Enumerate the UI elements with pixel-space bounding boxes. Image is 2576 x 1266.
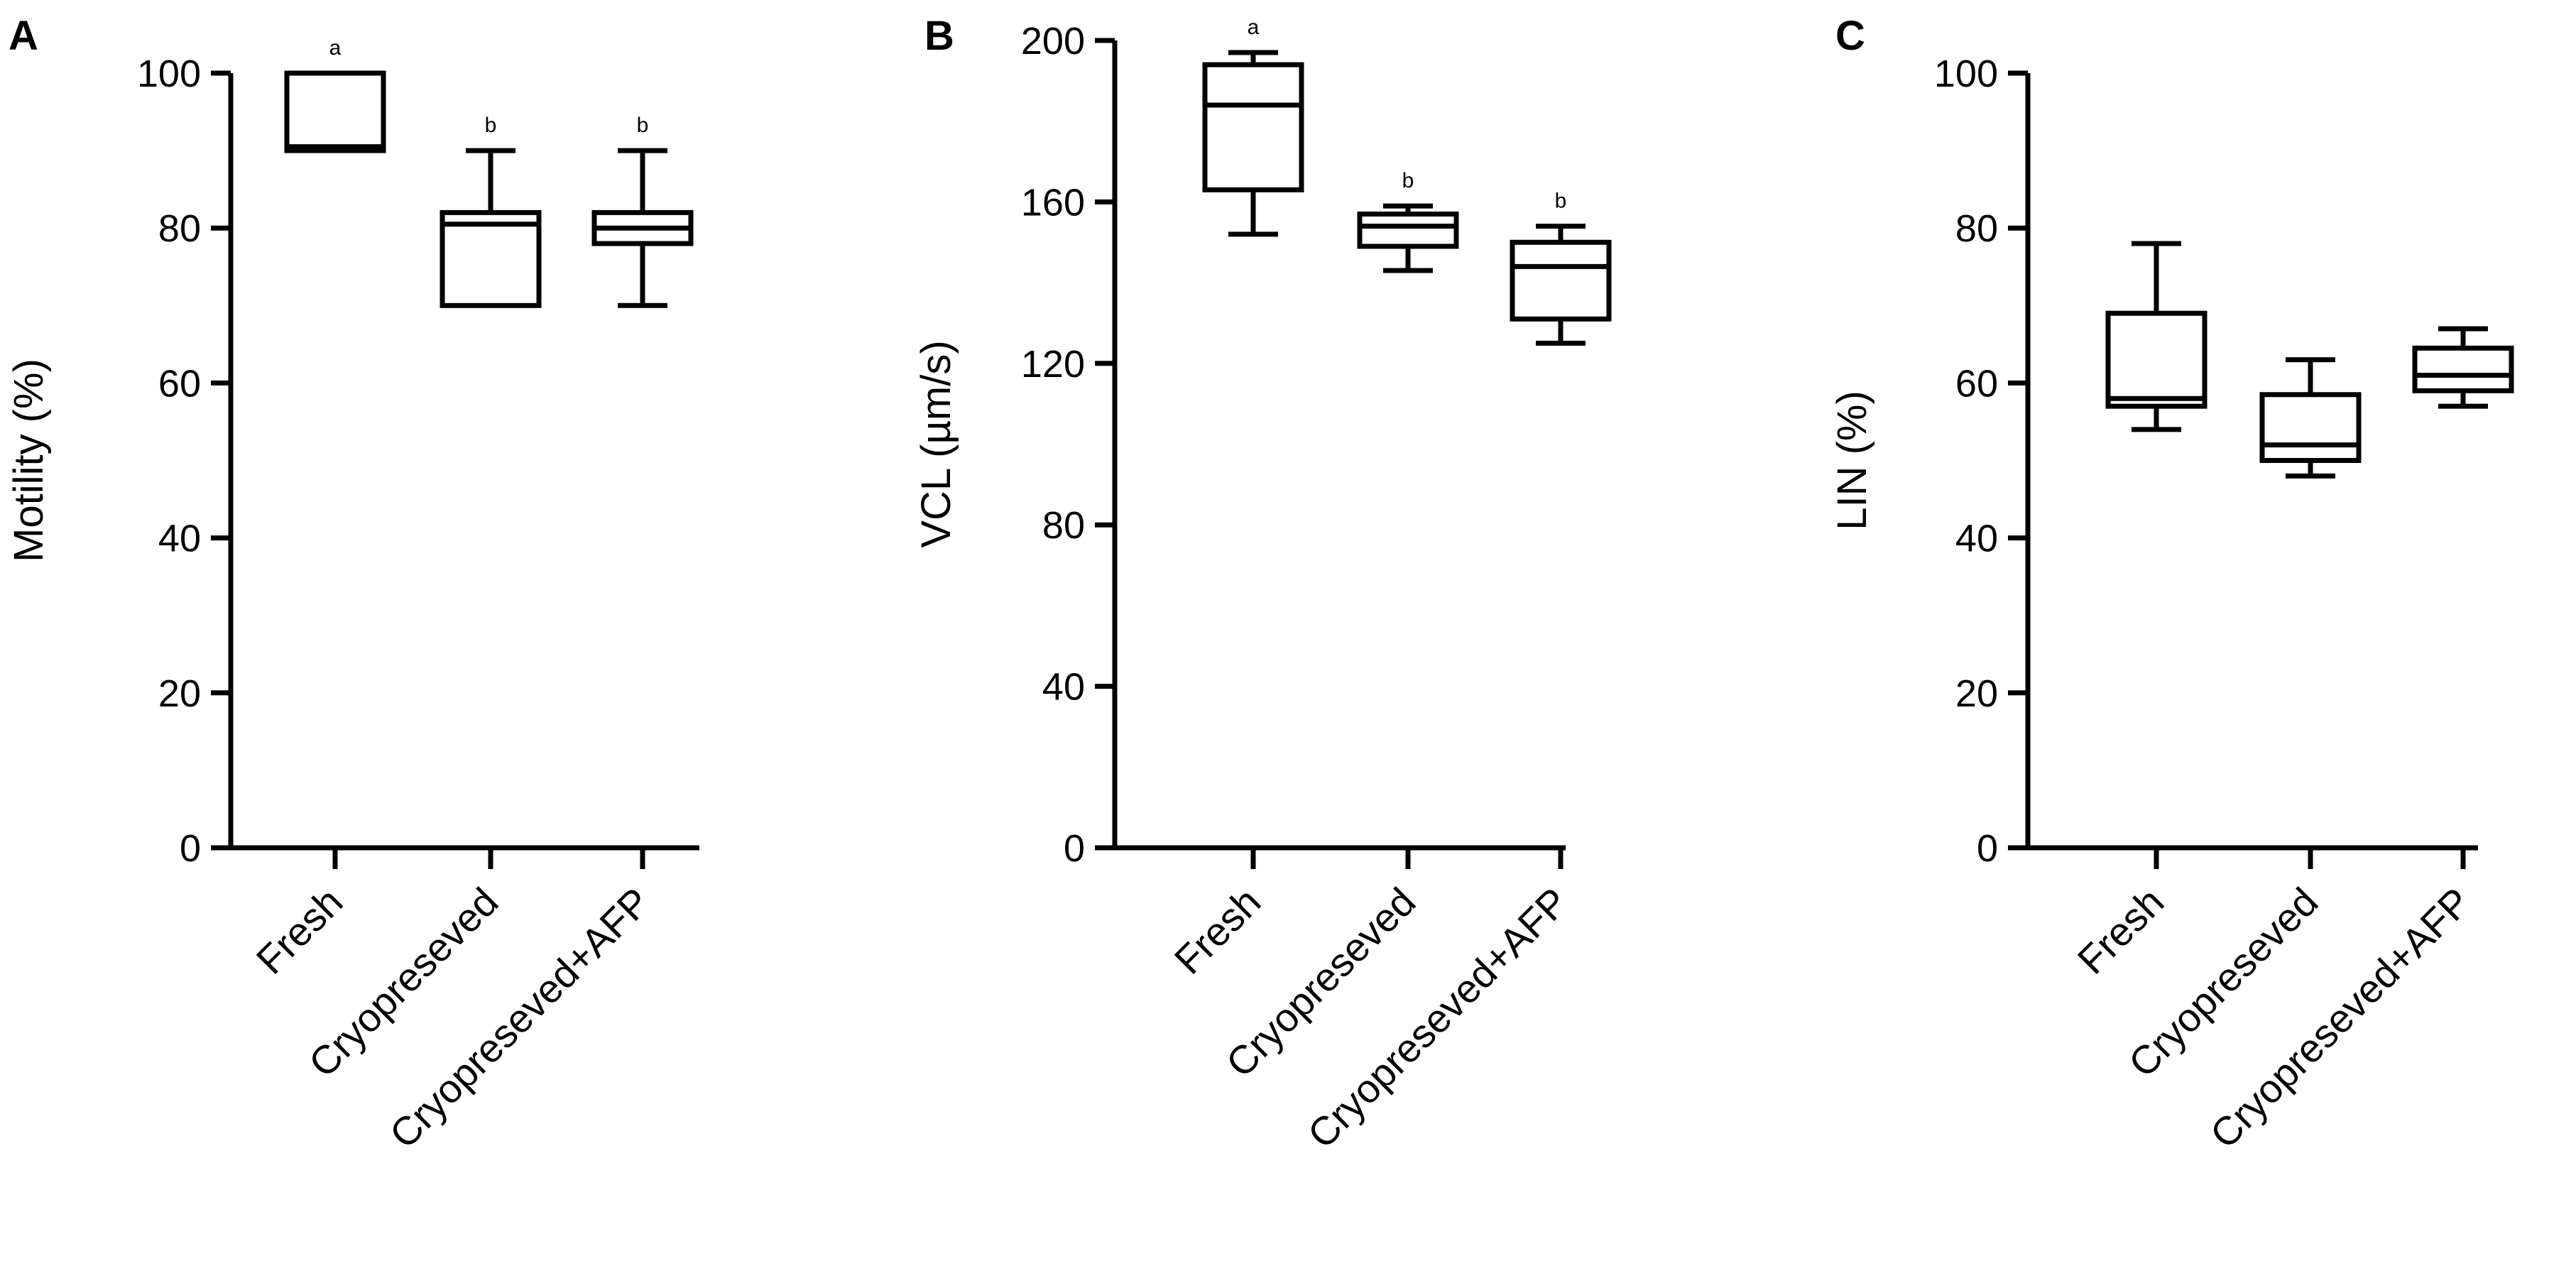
y-tick-label: 0 xyxy=(1977,827,1998,870)
significance-letter: b xyxy=(1402,169,1414,192)
y-tick-label: 20 xyxy=(158,672,201,715)
box-cryopreseved-afp xyxy=(2412,345,2514,393)
y-tick-label: 200 xyxy=(1021,20,1085,62)
y-tick-label: 40 xyxy=(1955,518,1998,560)
panel-letter: B xyxy=(924,13,954,59)
y-tick-label: 100 xyxy=(137,53,201,95)
category-label-cryopreseved-afp: Cryopreseved+AFP xyxy=(381,879,658,1157)
category-label-cryopreseved-afp: Cryopreseved+AFP xyxy=(1299,879,1576,1157)
y-tick-label: 120 xyxy=(1021,343,1085,386)
y-tick-label: 60 xyxy=(158,362,201,405)
category-label-fresh: Fresh xyxy=(248,879,351,983)
y-tick-label: 80 xyxy=(1042,504,1085,547)
y-axis-title: Motility (%) xyxy=(6,359,52,562)
significance-letter: a xyxy=(329,36,342,60)
y-tick-label: 100 xyxy=(1934,53,1998,95)
box-cryopreseved xyxy=(2259,392,2362,464)
y-axis-title: LIN (%) xyxy=(1829,391,1875,530)
significance-letter: a xyxy=(1248,16,1260,39)
box-cryopreseved xyxy=(440,209,542,308)
box-cryopreseved-afp xyxy=(1510,239,1612,322)
panel-letter: C xyxy=(1835,13,1865,59)
y-tick-label: 80 xyxy=(1955,207,1998,250)
panel-motility: A 0 20 40 60 80 100 Motility (%) Fresh a Cryoprese… xyxy=(6,13,699,1157)
y-tick-label: 0 xyxy=(180,827,201,870)
significance-letter: b xyxy=(485,114,497,137)
y-tick-label: 80 xyxy=(158,207,201,250)
y-tick-label: 40 xyxy=(158,518,201,560)
category-label-fresh: Fresh xyxy=(2069,879,2173,983)
y-tick-label: 20 xyxy=(1955,672,1998,715)
category-label-cryopreseved-afp: Cryopreseved+AFP xyxy=(2201,879,2479,1157)
box-cryopreseved xyxy=(1357,211,1459,249)
box-fresh xyxy=(2105,310,2207,409)
box-fresh xyxy=(284,70,386,153)
y-axis-title: VCL (µm/s) xyxy=(913,340,959,547)
significance-letter: b xyxy=(1555,190,1567,213)
significance-letter: b xyxy=(637,114,649,137)
y-tick-label: 160 xyxy=(1021,181,1085,224)
panel-vcl: B 0 40 80 120 160 200 VCL (µm/s) Fresh a Cryoprese… xyxy=(913,13,1612,1157)
y-tick-label: 0 xyxy=(1064,827,1085,870)
y-tick-label: 40 xyxy=(1042,666,1085,709)
box-fresh xyxy=(1202,62,1304,192)
y-tick-label: 60 xyxy=(1955,362,1998,405)
panel-letter: A xyxy=(9,13,38,59)
category-label-fresh: Fresh xyxy=(1166,879,1270,983)
